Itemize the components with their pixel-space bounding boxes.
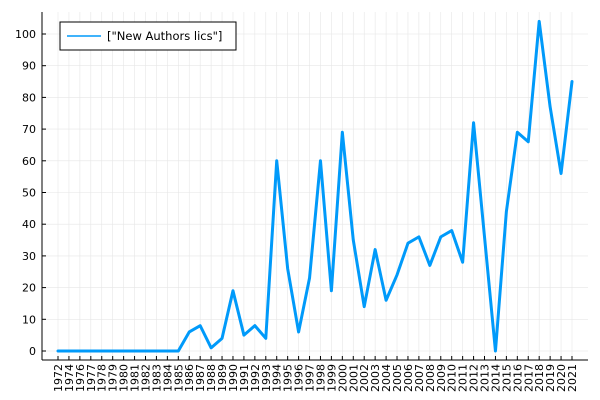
x-tick-label: 1987 <box>194 364 207 392</box>
x-tick-label: 1977 <box>85 364 98 392</box>
x-tick-label: 1991 <box>238 364 251 392</box>
x-tick-label: 1976 <box>74 364 87 392</box>
x-tick-label: 1983 <box>150 364 163 392</box>
y-ticks: 0 10 20 30 40 50 60 70 80 90 100 <box>15 28 46 358</box>
x-tick-label: 1999 <box>325 364 338 392</box>
x-tick-label: 1997 <box>304 364 317 392</box>
x-tick-label: 2007 <box>413 364 426 392</box>
x-tick-label: 1984 <box>161 364 174 392</box>
x-tick-label: 2008 <box>424 364 437 392</box>
y-tick-label: 90 <box>22 60 36 73</box>
x-tick-label: 1978 <box>96 364 109 392</box>
x-tick-label: 1989 <box>216 364 229 392</box>
y-tick-label: 0 <box>29 345 36 358</box>
x-tick-label: 1972 <box>52 364 65 392</box>
y-tick-label: 10 <box>22 313 36 326</box>
x-tick-label: 2001 <box>347 364 360 392</box>
legend: ["New Authors lics"] <box>59 21 237 51</box>
x-tick-label: 2003 <box>369 364 382 392</box>
series-layer <box>56 19 574 353</box>
x-tick-label: 1979 <box>107 364 120 392</box>
x-tick-label: 2004 <box>380 364 393 392</box>
x-ticks: 1972197419761977197819791980198119821983… <box>52 356 579 392</box>
y-tick-label: 50 <box>22 187 36 200</box>
y-tick-label: 100 <box>15 28 36 41</box>
x-tick-label: 2000 <box>336 364 349 392</box>
legend-label: ["New Authors lics"] <box>107 29 222 43</box>
x-tick-label: 1982 <box>139 364 152 392</box>
x-tick-label: 1986 <box>183 364 196 392</box>
x-tick-label: 2016 <box>511 364 524 392</box>
x-tick-label: 1994 <box>271 364 284 392</box>
x-tick-label: 2013 <box>479 364 492 392</box>
y-tick-label: 70 <box>22 123 36 136</box>
x-tick-label: 1980 <box>118 364 131 392</box>
x-tick-label: 1995 <box>282 364 295 392</box>
x-tick-label: 1993 <box>260 364 273 392</box>
y-tick-label: 60 <box>22 155 36 168</box>
x-tick-label: 2014 <box>489 364 502 392</box>
x-tick-label: 2015 <box>500 364 513 392</box>
series-line <box>56 19 574 353</box>
y-tick-label: 40 <box>22 218 36 231</box>
x-tick-label: 1998 <box>314 364 327 392</box>
x-tick-label: 2005 <box>391 364 404 392</box>
x-tick-label: 1988 <box>205 364 218 392</box>
y-tick-label: 30 <box>22 250 36 263</box>
x-tick-label: 1996 <box>293 364 306 392</box>
x-tick-label: 2002 <box>358 364 371 392</box>
x-tick-label: 2018 <box>533 364 546 392</box>
x-tick-label: 1992 <box>249 364 262 392</box>
axes <box>41 12 588 361</box>
x-tick-label: 2017 <box>522 364 535 392</box>
x-tick-label: 1990 <box>227 364 240 392</box>
y-tick-label: 20 <box>22 282 36 295</box>
x-tick-label: 2019 <box>544 364 557 392</box>
x-tick-label: 2021 <box>566 364 579 392</box>
x-tick-label: 2020 <box>555 364 568 392</box>
x-tick-label: 2010 <box>446 364 459 392</box>
x-tick-label: 1981 <box>129 364 142 392</box>
grid-lines <box>42 12 588 360</box>
x-tick-label: 2009 <box>435 364 448 392</box>
x-tick-label: 2006 <box>402 364 415 392</box>
x-tick-label: 1974 <box>63 364 76 392</box>
x-tick-label: 1985 <box>172 364 185 392</box>
x-tick-label: 2011 <box>457 364 470 392</box>
x-tick-label: 2012 <box>468 364 481 392</box>
y-tick-label: 80 <box>22 91 36 104</box>
